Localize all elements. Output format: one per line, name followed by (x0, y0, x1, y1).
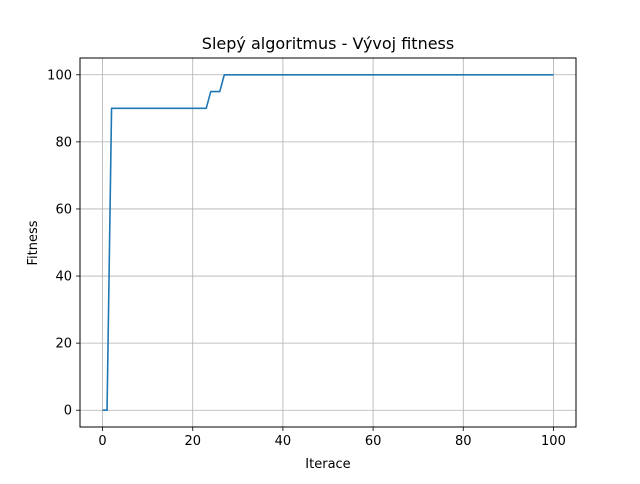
chart-title: Slepý algoritmus - Vývoj fitness (202, 34, 454, 53)
fitness-series-line (102, 73, 554, 412)
y-tick-label: 0 (64, 404, 72, 419)
x-tick-label: 0 (98, 434, 106, 449)
y-tick-label: 20 (55, 337, 72, 352)
x-tick-label: 20 (184, 434, 201, 449)
x-tick-label: 80 (455, 434, 472, 449)
x-axis-ticks: 0 20 40 60 80 100 (98, 427, 566, 449)
y-tick-label: 40 (55, 270, 72, 285)
y-tick-label: 100 (47, 68, 72, 83)
x-tick-label: 60 (365, 434, 382, 449)
y-axis-ticks: 0 20 40 60 80 100 (47, 68, 80, 419)
y-tick-label: 80 (55, 135, 72, 150)
series-lines (102, 73, 554, 412)
plot-frame (79, 57, 577, 428)
x-axis-label: Iterace (305, 457, 350, 472)
x-tick-label: 40 (275, 434, 292, 449)
y-axis-label: Fitness (26, 220, 41, 265)
y-tick-label: 60 (55, 202, 72, 217)
x-tick-label: 100 (541, 434, 566, 449)
grid-lines (80, 58, 576, 427)
